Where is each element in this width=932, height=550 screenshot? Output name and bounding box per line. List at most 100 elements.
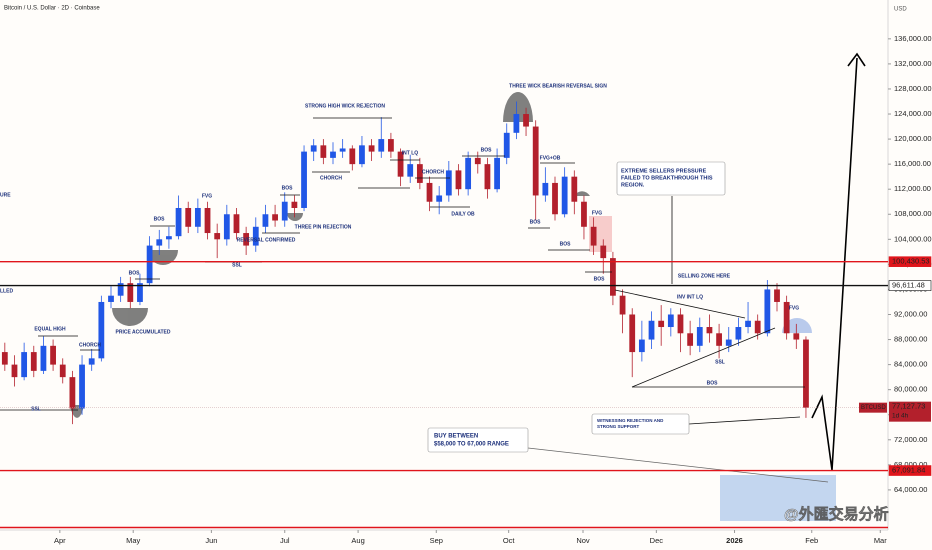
annotation: BOS <box>129 270 141 276</box>
annotation: BOS <box>560 241 572 247</box>
annotation: BOS <box>530 219 542 225</box>
candle-body <box>754 320 761 334</box>
candle-body <box>281 201 288 221</box>
y-tick-label: 136,000.00 <box>894 34 932 43</box>
candle-body <box>542 182 549 196</box>
callout: EXTREME SELLERS PRESSURE FAILED TO BREAK… <box>616 161 726 196</box>
y-tick-label: 132,000.00 <box>894 59 932 68</box>
candle-body <box>320 145 327 158</box>
candle-body <box>50 345 56 365</box>
annotation: THREE WICK BEARISH REVERSAL SIGN <box>509 83 607 89</box>
candle-body <box>214 233 221 240</box>
callout-pointer <box>527 447 829 483</box>
y-tick-label: 68,000.00 <box>894 460 927 469</box>
x-tick-label: Sep <box>430 536 443 545</box>
candle-body <box>291 201 298 208</box>
candle-body <box>156 239 163 246</box>
x-tick-label: Jun <box>205 536 217 545</box>
y-tick-label: 128,000.00 <box>894 84 932 93</box>
candle-body <box>88 358 95 365</box>
candle-body <box>803 339 809 408</box>
candle-body <box>339 148 346 152</box>
candle-body <box>146 245 153 284</box>
last-price-label: 77,127.73 <box>892 402 925 411</box>
callout-text: EXTREME SELLERS PRESSURE <box>621 168 707 174</box>
y-tick-label: 64,000.00 <box>894 485 927 494</box>
trend-line <box>614 289 746 319</box>
candle-body <box>561 176 568 215</box>
candle-body <box>69 377 76 409</box>
candle-body <box>185 207 192 227</box>
y-tick-label: 112,000.00 <box>894 184 931 193</box>
symbol-title: Bitcoin / U.S. Dollar · 2D · Coinbase <box>4 6 100 12</box>
candle-body <box>571 176 578 202</box>
candle-body <box>359 145 365 165</box>
candle-body <box>716 333 722 346</box>
annotation: BOS <box>707 380 719 386</box>
x-tick-label: Oct <box>503 536 516 545</box>
callout-text: BUY BETWEEN <box>434 434 478 440</box>
y-tick-label: 124,000.00 <box>894 109 932 118</box>
annotation: EQUAL HIGH <box>34 326 66 332</box>
annotation: DAILY OB <box>451 211 475 217</box>
candle-body <box>127 283 134 302</box>
candle-body <box>735 327 742 340</box>
candle-body <box>98 301 105 359</box>
candle-body <box>474 157 481 165</box>
x-tick-label: Feb <box>805 536 818 545</box>
annotation: FVG <box>789 305 799 311</box>
candle-body <box>407 164 414 177</box>
candle-body <box>581 201 587 227</box>
candle-body <box>590 226 597 246</box>
y-tick-label: 108,000.00 <box>894 209 932 218</box>
candle-body <box>243 233 250 246</box>
candle-body <box>445 170 452 196</box>
candles <box>1 101 809 425</box>
candle-body <box>648 320 655 340</box>
callout-box <box>591 413 690 435</box>
candle-body <box>638 339 645 353</box>
watermark: @外匯交易分析 <box>784 505 889 523</box>
candle-body <box>79 364 85 409</box>
annotation: BOS <box>154 216 166 222</box>
candle-body <box>59 364 66 378</box>
last-price-label-box <box>889 401 931 422</box>
candle-body <box>706 327 713 334</box>
x-tick-label: Aug <box>351 536 364 545</box>
y-tick-label: 80,000.00 <box>894 385 927 394</box>
candle-body <box>725 339 732 346</box>
candle-body <box>465 157 472 190</box>
annotation: SSL <box>232 262 242 268</box>
candle-body <box>667 314 674 328</box>
candle-body <box>378 139 385 152</box>
candle-body <box>503 132 510 158</box>
annotation: INT LQ <box>402 150 418 156</box>
candle-body <box>310 145 317 152</box>
candle-body <box>793 333 800 340</box>
candle-body <box>349 148 356 165</box>
candle-body <box>204 207 211 234</box>
x-tick-label: May <box>126 536 140 545</box>
annotation: BOS <box>594 276 606 282</box>
callout: BUY BETWEEN $58,000 TO 67,000 RANGE <box>427 427 529 453</box>
candle-body <box>233 214 240 234</box>
candle-body <box>166 236 172 240</box>
y-tick-label: 92,000.00 <box>894 309 927 318</box>
candle-body <box>397 151 404 177</box>
annotation: INV INT LQ <box>677 294 703 300</box>
annotation: LLED <box>0 288 13 294</box>
annotation: CHORCH <box>422 169 444 175</box>
annotation: CHORCH <box>79 342 101 348</box>
callout-text: $58,000 TO 67,000 RANGE <box>434 442 509 448</box>
candle-body <box>774 289 780 302</box>
annotation: SSL <box>715 359 725 365</box>
highlight <box>287 213 303 221</box>
candle-body <box>416 164 423 183</box>
candle-body <box>610 258 616 296</box>
candle-body <box>629 314 636 353</box>
annotation: URE <box>0 192 11 198</box>
candle-body <box>687 333 694 346</box>
level-label: 67,091.84 <box>892 466 925 475</box>
